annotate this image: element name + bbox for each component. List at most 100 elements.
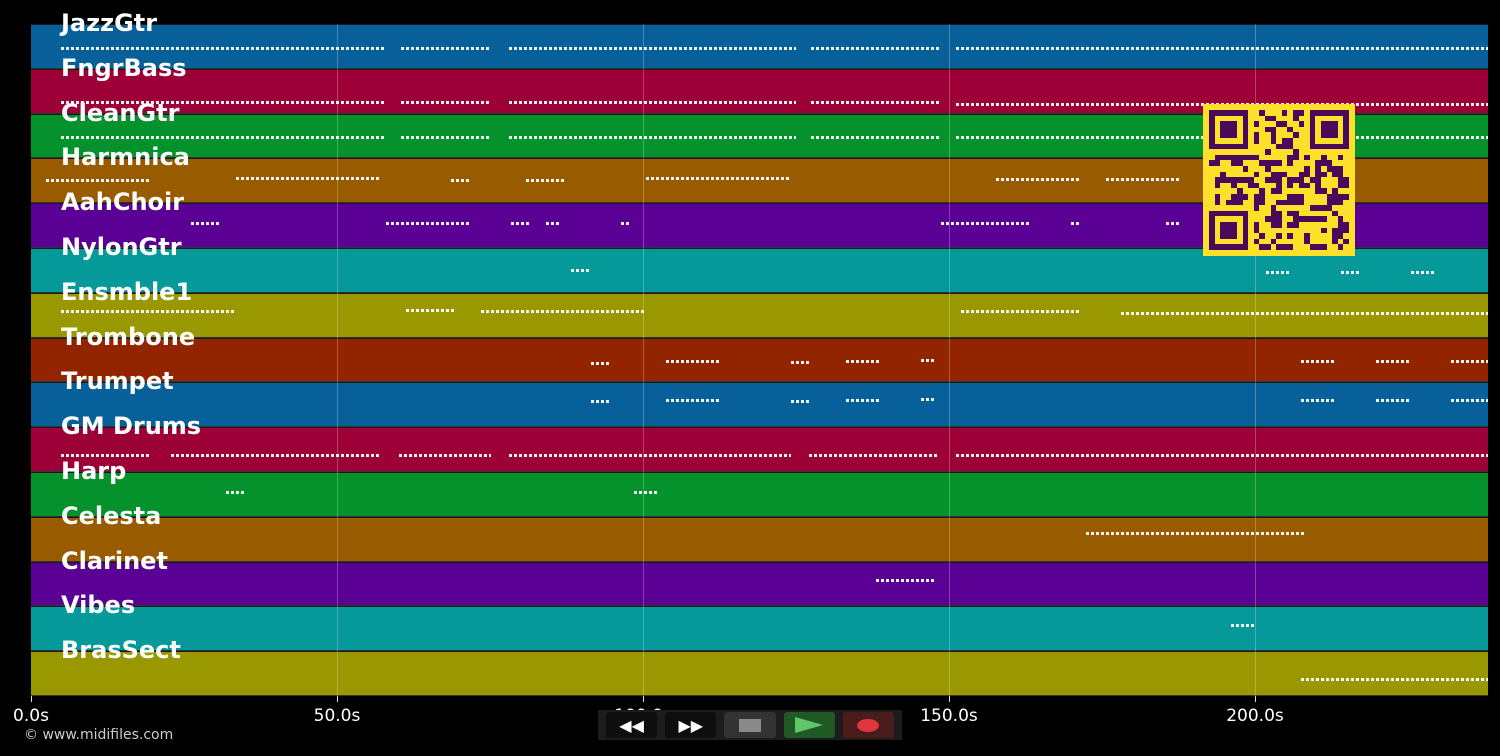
axis-tick-label: 200.0s [1226,706,1284,726]
note-segment [1376,359,1411,363]
gridline [949,24,950,696]
note-segment [451,179,471,183]
note-segment [509,135,796,139]
note-segment [481,309,646,313]
record-button[interactable] [842,712,895,738]
track-label: AahChoir [61,188,185,217]
note-segment [509,454,791,458]
note-segment [1301,359,1336,363]
note-segment [1451,399,1488,403]
note-segment [61,309,236,313]
note-segment [591,361,611,365]
note-segment [546,222,561,226]
note-segment [666,359,721,363]
note-segment [1106,178,1181,182]
axis-tick-label: 150.0s [920,706,978,726]
note-segment [941,222,1031,226]
track-label: Celesta [61,501,162,530]
track-celesta[interactable] [31,516,1488,562]
stop-button[interactable] [724,712,776,738]
play-button[interactable] [783,712,835,738]
note-segment [509,47,796,50]
note-segment [1166,222,1181,226]
note-segment [1086,531,1306,535]
note-segment [791,360,811,364]
note-segment [811,135,941,139]
axis-tick-label: 0.0s [13,706,49,726]
track-label: Vibes [61,591,136,620]
gridline [337,24,338,696]
note-segment [876,578,936,582]
note-segment [956,47,1488,50]
track-label: Harmnica [61,143,190,172]
note-segment [61,100,386,104]
note-segment [1301,399,1336,403]
track-label: JazzGtr [61,9,158,37]
qr-code [1203,104,1355,256]
track-label: Ensmble1 [61,277,193,306]
note-segment [401,100,491,104]
note-segment [1376,399,1411,403]
track-trombone[interactable] [31,337,1488,383]
track-label: CleanGtr [61,98,180,127]
track-jazzgtr[interactable] [31,24,1488,69]
rewind-button[interactable]: ◀◀ [606,712,658,738]
note-segment [846,399,881,403]
note-segment [191,222,221,226]
note-segment [1266,271,1291,274]
track-trumpet[interactable] [31,382,1488,428]
axis-tick [337,696,338,702]
note-segment [61,454,151,458]
axis-tick [949,696,950,702]
track-harp[interactable] [31,472,1488,517]
note-segment [571,269,591,272]
copyright-text: © www.midifiles.com [24,727,174,743]
axis-tick [643,696,644,702]
note-segment [811,47,941,50]
note-segment [386,222,471,226]
fast-forward-icon: ▶▶ [678,715,704,735]
note-segment [526,179,566,183]
gridline [1255,24,1256,696]
axis-tick-label: 50.0s [313,706,361,726]
note-segment [961,309,1081,313]
record-icon [857,718,880,732]
gridline [643,24,644,696]
note-segment [1451,359,1488,363]
track-ensmble1[interactable] [31,292,1488,338]
note-segment [921,398,936,402]
track-clarinet[interactable] [31,561,1488,607]
rewind-icon: ◀◀ [619,715,644,735]
note-segment [236,177,381,181]
note-segment [591,400,611,404]
note-segment [791,400,811,404]
track-vibes[interactable] [31,606,1488,652]
axis-tick [1255,696,1256,702]
note-segment [956,454,1488,458]
note-segment [46,179,151,183]
track-gm-drums[interactable] [31,427,1488,472]
note-segment [846,359,881,363]
track-label: Clarinet [61,546,168,575]
note-segment [634,491,659,494]
fast-forward-button[interactable]: ▶▶ [665,712,717,738]
note-segment [1411,271,1436,274]
note-segment [666,399,721,403]
track-label: NylonGtr [61,233,182,261]
note-segment [401,135,491,139]
track-brassect[interactable] [31,651,1488,696]
note-segment [61,135,386,139]
note-segment [811,100,941,104]
note-segment [399,454,491,458]
track-label: Harp [61,457,127,485]
track-label: Trombone [61,322,196,351]
note-segment [511,222,531,226]
note-segment [226,491,246,494]
track-label: GM Drums [61,412,202,441]
axis-tick [31,696,32,702]
track-label: FngrBass [61,53,187,82]
note-segment [61,47,386,50]
note-segment [996,178,1081,182]
stop-icon [739,718,761,732]
play-icon [795,717,824,733]
